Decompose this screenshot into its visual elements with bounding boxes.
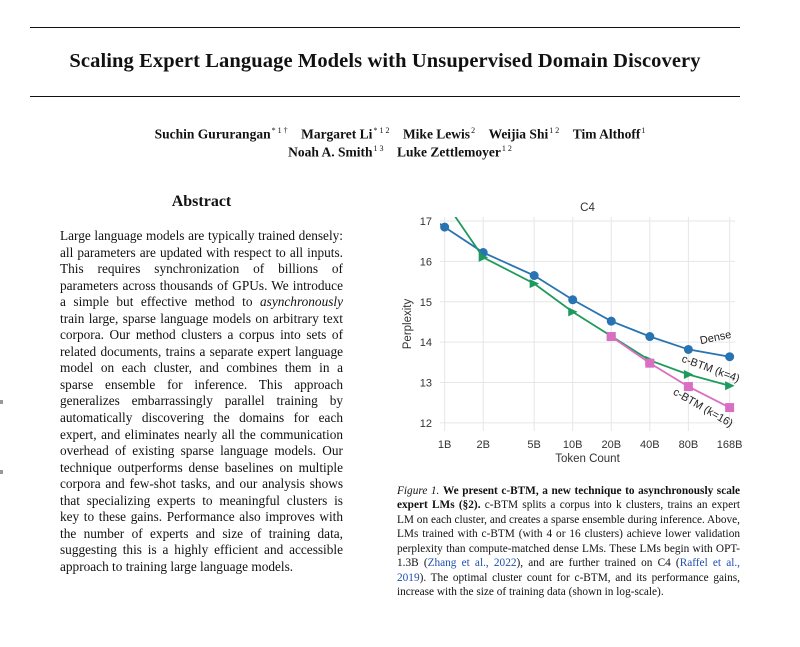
- y-tick-label: 16: [420, 256, 432, 268]
- data-point: [568, 295, 578, 305]
- data-point: [645, 358, 655, 368]
- author-affiliation: 1 2: [549, 126, 560, 135]
- data-point: [440, 222, 450, 232]
- data-point: [606, 332, 616, 342]
- author-affiliation: * 1 †: [271, 126, 288, 135]
- data-point: [683, 382, 693, 392]
- data-point: [568, 307, 578, 317]
- y-tick-label: 15: [420, 297, 432, 309]
- series-line: [610, 335, 731, 409]
- author-name: Weijia Shi: [488, 126, 549, 142]
- author-affiliation: 1: [641, 126, 646, 135]
- figure-caption: Figure 1. We present c-BTM, a new techni…: [397, 485, 741, 599]
- x-tick-label: 10B: [563, 439, 583, 451]
- abstract-body: Large language models are typically trai…: [60, 228, 343, 574]
- y-tick-label: 17: [420, 216, 432, 228]
- y-tick-label: 13: [420, 378, 432, 390]
- author-name: Luke Zettlemoyer: [397, 144, 501, 160]
- x-tick-label: 2B: [476, 439, 489, 451]
- x-tick-label: 168B: [717, 439, 743, 451]
- y-tick-label: 14: [420, 337, 432, 349]
- y-tick-label: 12: [420, 418, 432, 430]
- data-point: [478, 252, 489, 262]
- author-name: Noah A. Smith: [288, 144, 373, 160]
- x-tick-label: 20B: [601, 439, 621, 451]
- plot-area: [440, 217, 735, 431]
- abstract-emphasis: asynchronously: [260, 294, 343, 310]
- series-line: [454, 217, 730, 387]
- data-point: [529, 271, 539, 281]
- y-axis-label: Perplexity: [402, 299, 414, 350]
- author-affiliation: 1 3: [373, 144, 384, 153]
- margin-mark: [0, 470, 3, 474]
- author-name: Tim Althoff: [572, 126, 641, 142]
- data-point: [683, 369, 694, 379]
- author-affiliation: * 1 2: [373, 126, 390, 135]
- author-affiliation: 1 2: [501, 144, 512, 153]
- x-tick-label: 40B: [640, 439, 660, 451]
- data-point: [725, 381, 735, 391]
- x-tick-label: 80B: [679, 439, 699, 451]
- title-bottom-rule: [30, 96, 740, 97]
- data-point: [683, 344, 693, 354]
- x-tick-label: 5B: [527, 439, 540, 451]
- author-affiliation: 2: [471, 126, 476, 135]
- paper-title: Scaling Expert Language Models with Unsu…: [69, 50, 701, 72]
- author-list-line-1: Suchin Gururangan* 1 † Margaret Li* 1 2 …: [80, 126, 720, 143]
- margin-mark: [0, 400, 3, 404]
- x-axis-label: Token Count: [555, 453, 620, 465]
- data-point: [645, 332, 655, 342]
- data-point: [725, 352, 735, 362]
- data-point: [529, 279, 540, 289]
- x-tick-label: 1B: [438, 439, 451, 451]
- data-point: [606, 316, 616, 326]
- author-name: Suchin Gururangan: [154, 126, 271, 142]
- figure-1-chart: 12 13 14 15 16 17 1B 2B 5B 10B 20B 40B 80B 168B C4 Toke…: [402, 202, 743, 465]
- abstract-heading: Abstract: [171, 193, 232, 210]
- chart-title: C4: [580, 202, 595, 214]
- citation-link-raffel[interactable]: Raffel et al., 2019: [397, 557, 740, 584]
- author-name: Margaret Li: [301, 126, 373, 142]
- author-list-line-2: Noah A. Smith1 3 Luke Zettlemoyer1 2: [80, 144, 720, 161]
- data-point: [725, 403, 735, 413]
- citation-link-zhang[interactable]: Zhang et al., 2022: [427, 557, 517, 570]
- top-rule: [30, 27, 740, 28]
- author-name: Mike Lewis: [402, 126, 471, 142]
